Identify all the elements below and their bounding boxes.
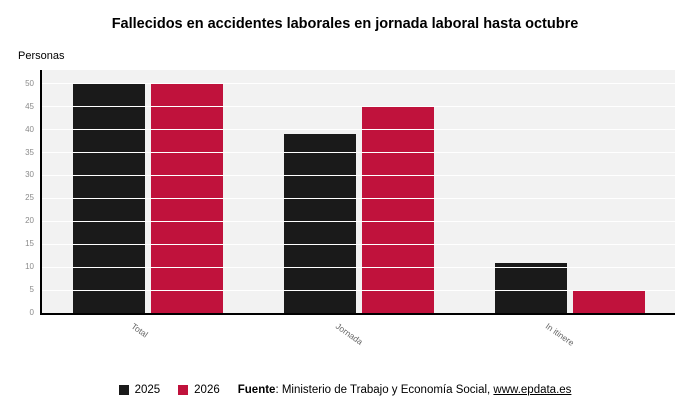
- x-label-cell: In itinere: [463, 317, 675, 362]
- x-axis-label: In itinere: [543, 321, 577, 348]
- x-label-cell: Total: [40, 317, 252, 362]
- source-link[interactable]: www.epdata.es: [493, 384, 572, 396]
- x-label-cell: Jornada: [252, 317, 464, 362]
- source-text: Fuente: Ministerio de Trabajo y Economía…: [238, 384, 572, 396]
- gridline: [42, 243, 675, 245]
- y-tick-label: 35: [25, 147, 34, 157]
- source-label: Fuente: [237, 384, 276, 396]
- legend-swatch: [178, 385, 189, 395]
- y-tick-label: 0: [29, 308, 34, 317]
- y-tick-label: 40: [25, 124, 34, 134]
- chart-footer: 2025 2026 Fuente: Ministerio de Trabajo y…: [0, 384, 690, 396]
- x-axis-label: Total: [129, 321, 150, 340]
- legend-item-2025[interactable]: 2025: [118, 384, 161, 396]
- chart-title: Fallecidos en accidentes laborales en jo…: [111, 16, 579, 32]
- legend-swatch: [118, 385, 129, 395]
- gridline: [42, 174, 675, 176]
- gridline: [42, 83, 675, 85]
- source-separator: :: [275, 384, 282, 396]
- gridline: [42, 197, 675, 199]
- x-axis-labels: Total Jornada In itinere: [40, 317, 675, 362]
- gridline: [42, 152, 675, 154]
- bar-2026-jornada: [361, 106, 434, 313]
- legend-item-2026[interactable]: 2026: [178, 384, 220, 396]
- bar-2025-in-itinere: [494, 262, 567, 313]
- gridline: [42, 129, 675, 131]
- legend-label: 2026: [194, 384, 220, 396]
- y-tick-label: 15: [25, 239, 34, 249]
- y-tick-label: 20: [25, 216, 34, 226]
- plot-area: [40, 70, 675, 315]
- bar-group-in-itinere: [464, 70, 675, 313]
- source-body: Ministerio de Trabajo y Economía Social,: [281, 384, 494, 396]
- y-tick-label: 25: [25, 193, 34, 203]
- bar-group-jornada: [253, 70, 464, 313]
- y-tick-label: 50: [25, 78, 34, 88]
- bar-2025-jornada: [283, 134, 356, 313]
- gridline: [42, 220, 675, 222]
- y-axis-title: Personas: [18, 50, 65, 62]
- bar-2026-in-itinere: [572, 290, 645, 313]
- x-axis-label: Jornada: [333, 321, 365, 347]
- gridline: [42, 266, 675, 268]
- y-tick-label: 10: [25, 262, 34, 272]
- gridline: [42, 289, 675, 291]
- legend-label: 2025: [134, 384, 161, 396]
- y-tick-label: 45: [25, 101, 34, 111]
- y-tick-label: 30: [25, 170, 34, 180]
- gridline: [42, 106, 675, 108]
- y-tick-label: 5: [29, 285, 34, 295]
